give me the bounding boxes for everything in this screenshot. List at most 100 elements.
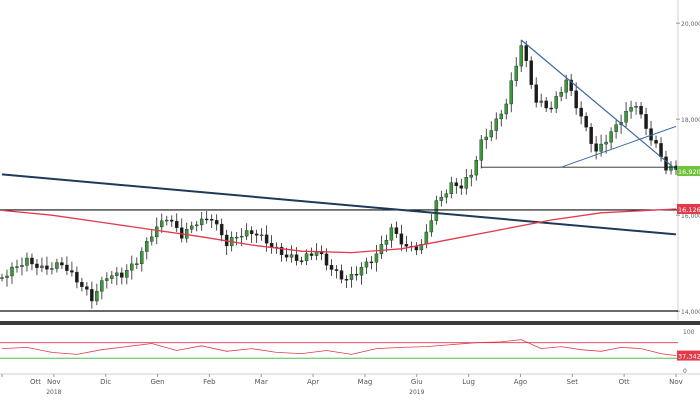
candle-body-49	[244, 230, 249, 237]
candle-body-97	[484, 136, 489, 141]
candle-body-125	[624, 111, 628, 123]
candle-body-94	[469, 174, 474, 178]
x-label-0: Ott	[30, 378, 41, 386]
candle-body-29	[145, 241, 149, 252]
candle-body-39	[194, 224, 199, 227]
candle-body-1	[5, 275, 9, 278]
time-axis: Ott Nov Dic Gen Feb Mar Apr Mag Giu Lug Ago Set Ott N…	[1, 374, 683, 396]
long-trendline	[1, 173, 677, 236]
price-tick-label-3: 20,0000	[681, 21, 700, 28]
candle-body-73	[364, 261, 369, 268]
candle-body-115	[574, 90, 578, 109]
candle-body-23	[115, 272, 119, 276]
candle-body-51	[254, 233, 259, 236]
candle-body-80	[399, 233, 404, 245]
rsi-series: 100 0	[0, 329, 695, 375]
x-label-8: Giu	[411, 378, 423, 386]
price-tick-label-0: 14,0000	[681, 309, 700, 316]
overlays	[0, 39, 700, 312]
candle-body-69	[344, 279, 349, 281]
candle-body-106	[529, 60, 533, 85]
candle-body-122	[609, 131, 613, 143]
candle-body-15	[75, 271, 79, 283]
candle-body-41	[204, 218, 209, 221]
candle-body-19	[95, 290, 99, 302]
rsi-panel-bg	[0, 327, 678, 372]
candle-body-126	[629, 107, 633, 112]
candle-body-121	[604, 141, 608, 145]
candle-body-14	[70, 270, 74, 273]
candle-body-111	[554, 96, 558, 109]
candle-body-70	[349, 274, 354, 280]
candle-body-123	[614, 124, 618, 132]
x-label-1: Nov	[47, 378, 61, 386]
candle-body-31	[155, 226, 159, 238]
candle-body-90	[449, 182, 454, 194]
candle-body-128	[639, 106, 643, 115]
candle-body-44	[219, 223, 224, 236]
year-label-0: 2018	[46, 389, 61, 396]
short-trendline	[520, 39, 677, 171]
x-label-12: Ott	[619, 378, 630, 386]
candle-body-58	[289, 254, 294, 258]
candle-body-72	[359, 266, 364, 276]
candle-body-28	[140, 251, 144, 264]
candle-body-38	[189, 225, 194, 230]
candle-body-110	[549, 107, 553, 110]
candle-body-105	[524, 45, 528, 61]
candle-body-109	[544, 100, 548, 109]
candle-body-37	[184, 229, 189, 239]
candle-body-6	[30, 257, 34, 265]
x-label-10: Ago	[514, 378, 528, 386]
candle-body-103	[514, 65, 518, 81]
candle-body-113	[564, 79, 568, 93]
candle-body-95	[474, 160, 479, 176]
x-label-11: Set	[567, 378, 579, 386]
candle-body-108	[539, 100, 543, 103]
candle-body-42	[209, 219, 214, 221]
panel-separator	[0, 321, 700, 325]
candle-body-83	[414, 246, 419, 251]
candle-body-61	[304, 253, 309, 262]
candle-body-99	[494, 118, 499, 131]
candle-body-4	[20, 265, 24, 267]
candle-body-25	[125, 270, 129, 278]
candle-body-40	[199, 218, 204, 226]
moving-average-line	[1, 208, 677, 254]
candle-body-7	[35, 263, 39, 268]
moving-average-tag-bg	[677, 203, 700, 214]
rsi-value-tag-bg	[677, 350, 700, 361]
rsi-line	[1, 339, 677, 356]
candle-body-91	[454, 182, 459, 187]
x-label-7: Mag	[358, 378, 373, 386]
candle-body-22	[110, 275, 114, 279]
candle-body-11	[55, 262, 59, 269]
candle-body-77	[384, 240, 389, 245]
candle-body-12	[60, 262, 64, 266]
candle-body-56	[279, 246, 284, 255]
candle-body-33	[165, 219, 169, 222]
candle-body-24	[120, 272, 124, 278]
moving-average-tag: 16,1267	[678, 206, 700, 214]
candle-body-3	[15, 266, 19, 268]
candle-body-65	[324, 253, 329, 266]
candle-body-93	[464, 176, 469, 189]
x-label-9: Lug	[462, 378, 475, 386]
candle-body-118	[589, 126, 593, 144]
candle-body-52	[259, 234, 264, 237]
price-tick-label-1: 16,0000	[681, 213, 700, 220]
candle-body-43	[214, 220, 219, 225]
candle-body-98	[489, 130, 494, 138]
candle-body-133	[664, 156, 668, 171]
candle-body-67	[334, 269, 339, 271]
candle-body-18	[90, 289, 94, 302]
candle-body-20	[100, 280, 104, 292]
last-price-tag-bg	[677, 166, 700, 177]
candle-body-34	[170, 219, 174, 222]
candle-body-16	[80, 282, 84, 287]
candle-body-5	[25, 257, 29, 266]
candle-body-74	[369, 261, 374, 264]
candle-body-8	[40, 265, 44, 268]
